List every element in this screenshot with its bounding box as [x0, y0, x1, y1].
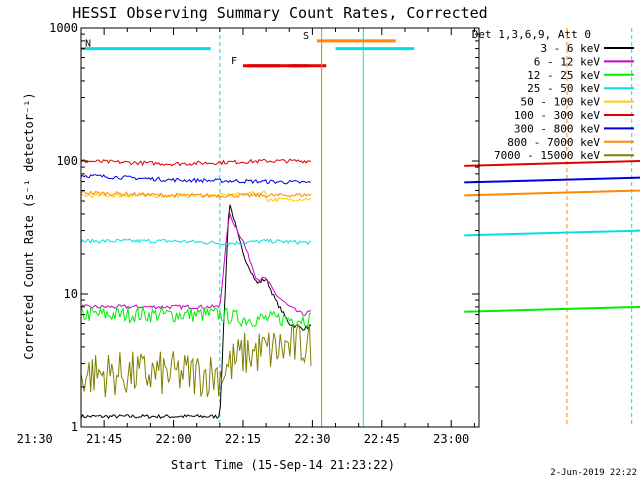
- y-axis-label: Corrected Count Rate (s⁻¹ detector⁻¹): [22, 92, 36, 359]
- legend-label: 6 - 12 keV: [534, 55, 601, 68]
- legend-label: 100 - 300 keV: [514, 109, 600, 122]
- legend-label: 50 - 100 keV: [521, 96, 601, 109]
- x-tick-label: 22:30: [294, 432, 330, 446]
- flag-label: F: [231, 56, 237, 67]
- x-tick-label: 22:00: [155, 432, 191, 446]
- y-tick-label: 100: [56, 154, 78, 168]
- series-line: [80, 204, 312, 420]
- legend-label: 12 - 25 keV: [527, 69, 600, 82]
- chart-title: HESSI Observing Summary Count Rates, Cor…: [72, 4, 487, 22]
- series-line: [80, 237, 312, 246]
- x-tick-label: 22:45: [364, 432, 400, 446]
- x-tick-label: 21:45: [86, 432, 122, 446]
- x-tick-label: 21:30: [17, 432, 53, 446]
- reappear-line: [464, 160, 640, 167]
- flag-label: S: [303, 31, 309, 42]
- flag-label: N: [85, 39, 91, 50]
- y-tick-label: 1: [71, 420, 78, 434]
- x-tick-label: 22:15: [225, 432, 261, 446]
- legend-label: 300 - 800 keV: [514, 122, 600, 135]
- date-stamp: 2-Jun-2019 22:22: [550, 468, 637, 478]
- series-line: [80, 212, 312, 317]
- series-layer: [80, 158, 640, 420]
- vertical-markers: [219, 28, 633, 427]
- legend-header: Det 1,3,6,9, Att 0: [472, 28, 591, 41]
- x-tick-label: 23:00: [433, 432, 469, 446]
- reappear-line: [464, 189, 640, 197]
- reappear-line: [464, 229, 640, 237]
- reappear-line: [464, 305, 640, 313]
- x-axis-label: Start Time (15-Sep-14 21:23:22): [171, 458, 395, 472]
- flags-layer: N F S: [81, 31, 415, 68]
- y-tick-label: 1000: [49, 21, 78, 35]
- legend-label: 800 - 7000 keV: [507, 136, 600, 149]
- series-line: [80, 190, 312, 199]
- reappear-line: [464, 176, 640, 184]
- legend-label: 3 - 6 keV: [540, 42, 600, 55]
- series-line: [80, 158, 312, 167]
- series-line: [80, 174, 312, 185]
- series-line: [80, 190, 312, 203]
- series-line: [80, 322, 312, 398]
- y-tick-label: 10: [64, 287, 78, 301]
- plot-frame: [80, 27, 480, 428]
- legend-label: 25 - 50 keV: [527, 82, 600, 95]
- axes-layer: 1 10 100 1000 21:30 21:45 22:00 22:15 22:30 22:45…: [17, 21, 480, 446]
- legend-label: 7000 - 15000 keV: [494, 149, 600, 162]
- series-line: [80, 305, 312, 328]
